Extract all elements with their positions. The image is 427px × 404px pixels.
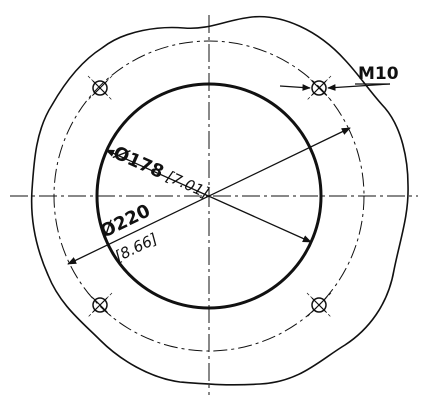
m10-callout [279, 83, 391, 91]
bolt-hole-bottom-left [87, 292, 113, 318]
bolt-circle [53, 40, 365, 352]
bolt-hole-bottom-right [306, 292, 332, 318]
outer-diameter-dimension-line [67, 127, 351, 265]
inner-diameter-mm-label: Ø178 [110, 142, 167, 183]
bolt-hole-top-right [306, 75, 332, 101]
bolt-hole-top-left [87, 75, 113, 101]
outer-outline [30, 15, 409, 386]
inner-diameter-in-label: [7.01] [163, 167, 212, 202]
bolt-size-label: M10 [358, 64, 399, 84]
